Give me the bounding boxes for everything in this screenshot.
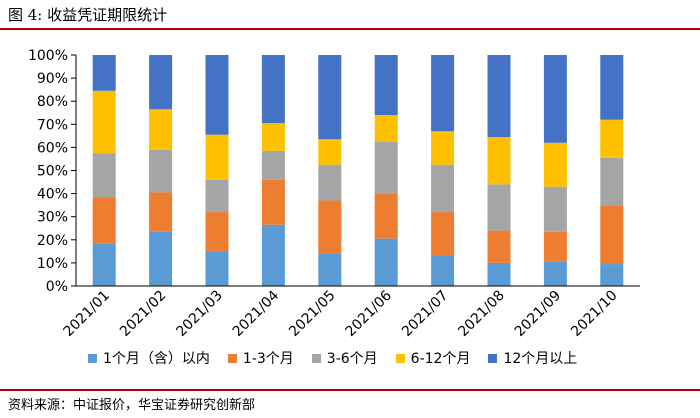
y-tick-label: 90% [37,71,68,87]
x-tick-label: 2021/07 [399,288,451,340]
bar-segment [261,55,285,124]
axes [71,54,640,287]
bar-segment [205,179,229,213]
bar-segment [600,205,624,265]
y-tick-label: 70% [37,117,68,133]
bar-segment [149,55,173,110]
y-tick-label: 100% [28,48,68,64]
bar-segment [600,264,624,286]
legend-swatch [395,353,405,363]
y-tick-label: 40% [37,187,68,203]
bar-segment [431,131,455,165]
y-tick-labels: 0% 10% 20% 30% 40% 50% 60% 70% 80% 90% 100% [28,48,68,295]
bar-segment [600,55,624,120]
bar-segment [149,149,173,193]
bar-segment [487,262,511,286]
bar-segment [487,137,511,185]
bar-segment [600,157,624,206]
legend-item: 3-6个月 [311,348,378,368]
bar-segment [487,230,511,263]
bar-segment [487,184,511,231]
bar-segment [92,90,116,154]
bar-segment [318,139,342,165]
legend-swatch [488,353,498,363]
bar-segment [374,141,398,194]
source-note: 资料来源：中证报价，华宝证券研究创新部 [8,398,256,413]
bar-segment [92,197,116,244]
x-tick-label: 2021/09 [512,288,564,340]
y-tick-label: 0% [46,279,68,295]
legend-item: 1-3个月 [227,348,294,368]
legend-swatch [311,353,321,363]
bar-segment [92,55,116,91]
bar-segment [543,142,567,187]
bar-segment [431,212,455,256]
legend-label: 3-6个月 [326,351,378,367]
bottom-divider [0,389,700,391]
legend-label: 6-12个月 [410,351,471,367]
bar-segment [374,238,398,286]
x-tick-label: 2021/01 [61,288,113,340]
bar-segment [261,224,285,286]
x-tick-label: 2021/10 [568,288,620,340]
bar-segment [149,192,173,232]
bar-segment [318,164,342,201]
bar-segment [487,55,511,138]
legend-swatch [88,353,97,363]
x-tick-label: 2021/04 [230,287,283,340]
bar-segment [318,55,342,140]
y-tick-label: 80% [37,94,68,110]
bar-segment [205,251,229,286]
y-tick-label: 50% [37,164,68,180]
bar-segment [543,186,567,232]
legend-label: 12个月以上 [503,351,578,367]
bar-segment [318,200,342,254]
bar-segment [205,134,229,180]
y-tick-label: 20% [37,233,68,249]
figure-title: 图 4: 收益凭证期限统计 [8,6,168,24]
bar-segment [543,55,567,143]
bar-segment [543,261,567,286]
bar-segment [261,179,285,225]
bar-segment [261,150,285,180]
bar-segment [374,115,398,142]
chart-legend: 1个月（含）以内 1-3个月 3-6个月 6-12个月 12个月以上 [88,348,577,368]
x-tick-label: 2021/05 [286,288,338,340]
legend-item: 6-12个月 [395,348,471,368]
bars [92,55,624,286]
bar-segment [149,231,173,286]
bar-segment [431,255,455,286]
y-tick-label: 10% [37,256,68,272]
top-divider [0,28,700,30]
bar-segment [92,153,116,198]
legend-label: 1-3个月 [242,351,294,367]
bar-segment [431,164,455,213]
bar-segment [318,253,342,286]
legend-swatch [227,353,237,363]
bar-segment [205,212,229,252]
y-tick-label: 30% [37,210,68,226]
bar-segment [374,55,398,116]
y-tick-label: 60% [37,140,68,156]
bar-segment [205,55,229,135]
x-tick-label: 2021/02 [117,288,169,340]
bar-segment [149,109,173,150]
legend-label: 1个月（含）以内 [103,351,210,367]
x-tick-label: 2021/08 [455,288,507,340]
x-tick-labels: 2021/01 2021/02 2021/03 2021/04 2021/05 2021/… [61,287,621,340]
x-tick-label: 2021/06 [343,287,396,340]
stacked-bar-chart: 0% 10% 20% 30% 40% 50% 60% 70% 80% 90% 100% 2021/0… [28,48,640,340]
bar-segment [92,243,116,286]
bar-segment [543,231,567,262]
bar-segment [431,55,455,132]
bar-segment [261,123,285,151]
bar-segment [600,119,624,158]
x-tick-label: 2021/03 [173,288,225,340]
legend-item: 1个月（含）以内 [88,348,210,368]
legend-item: 12个月以上 [488,348,577,368]
bar-segment [374,193,398,239]
